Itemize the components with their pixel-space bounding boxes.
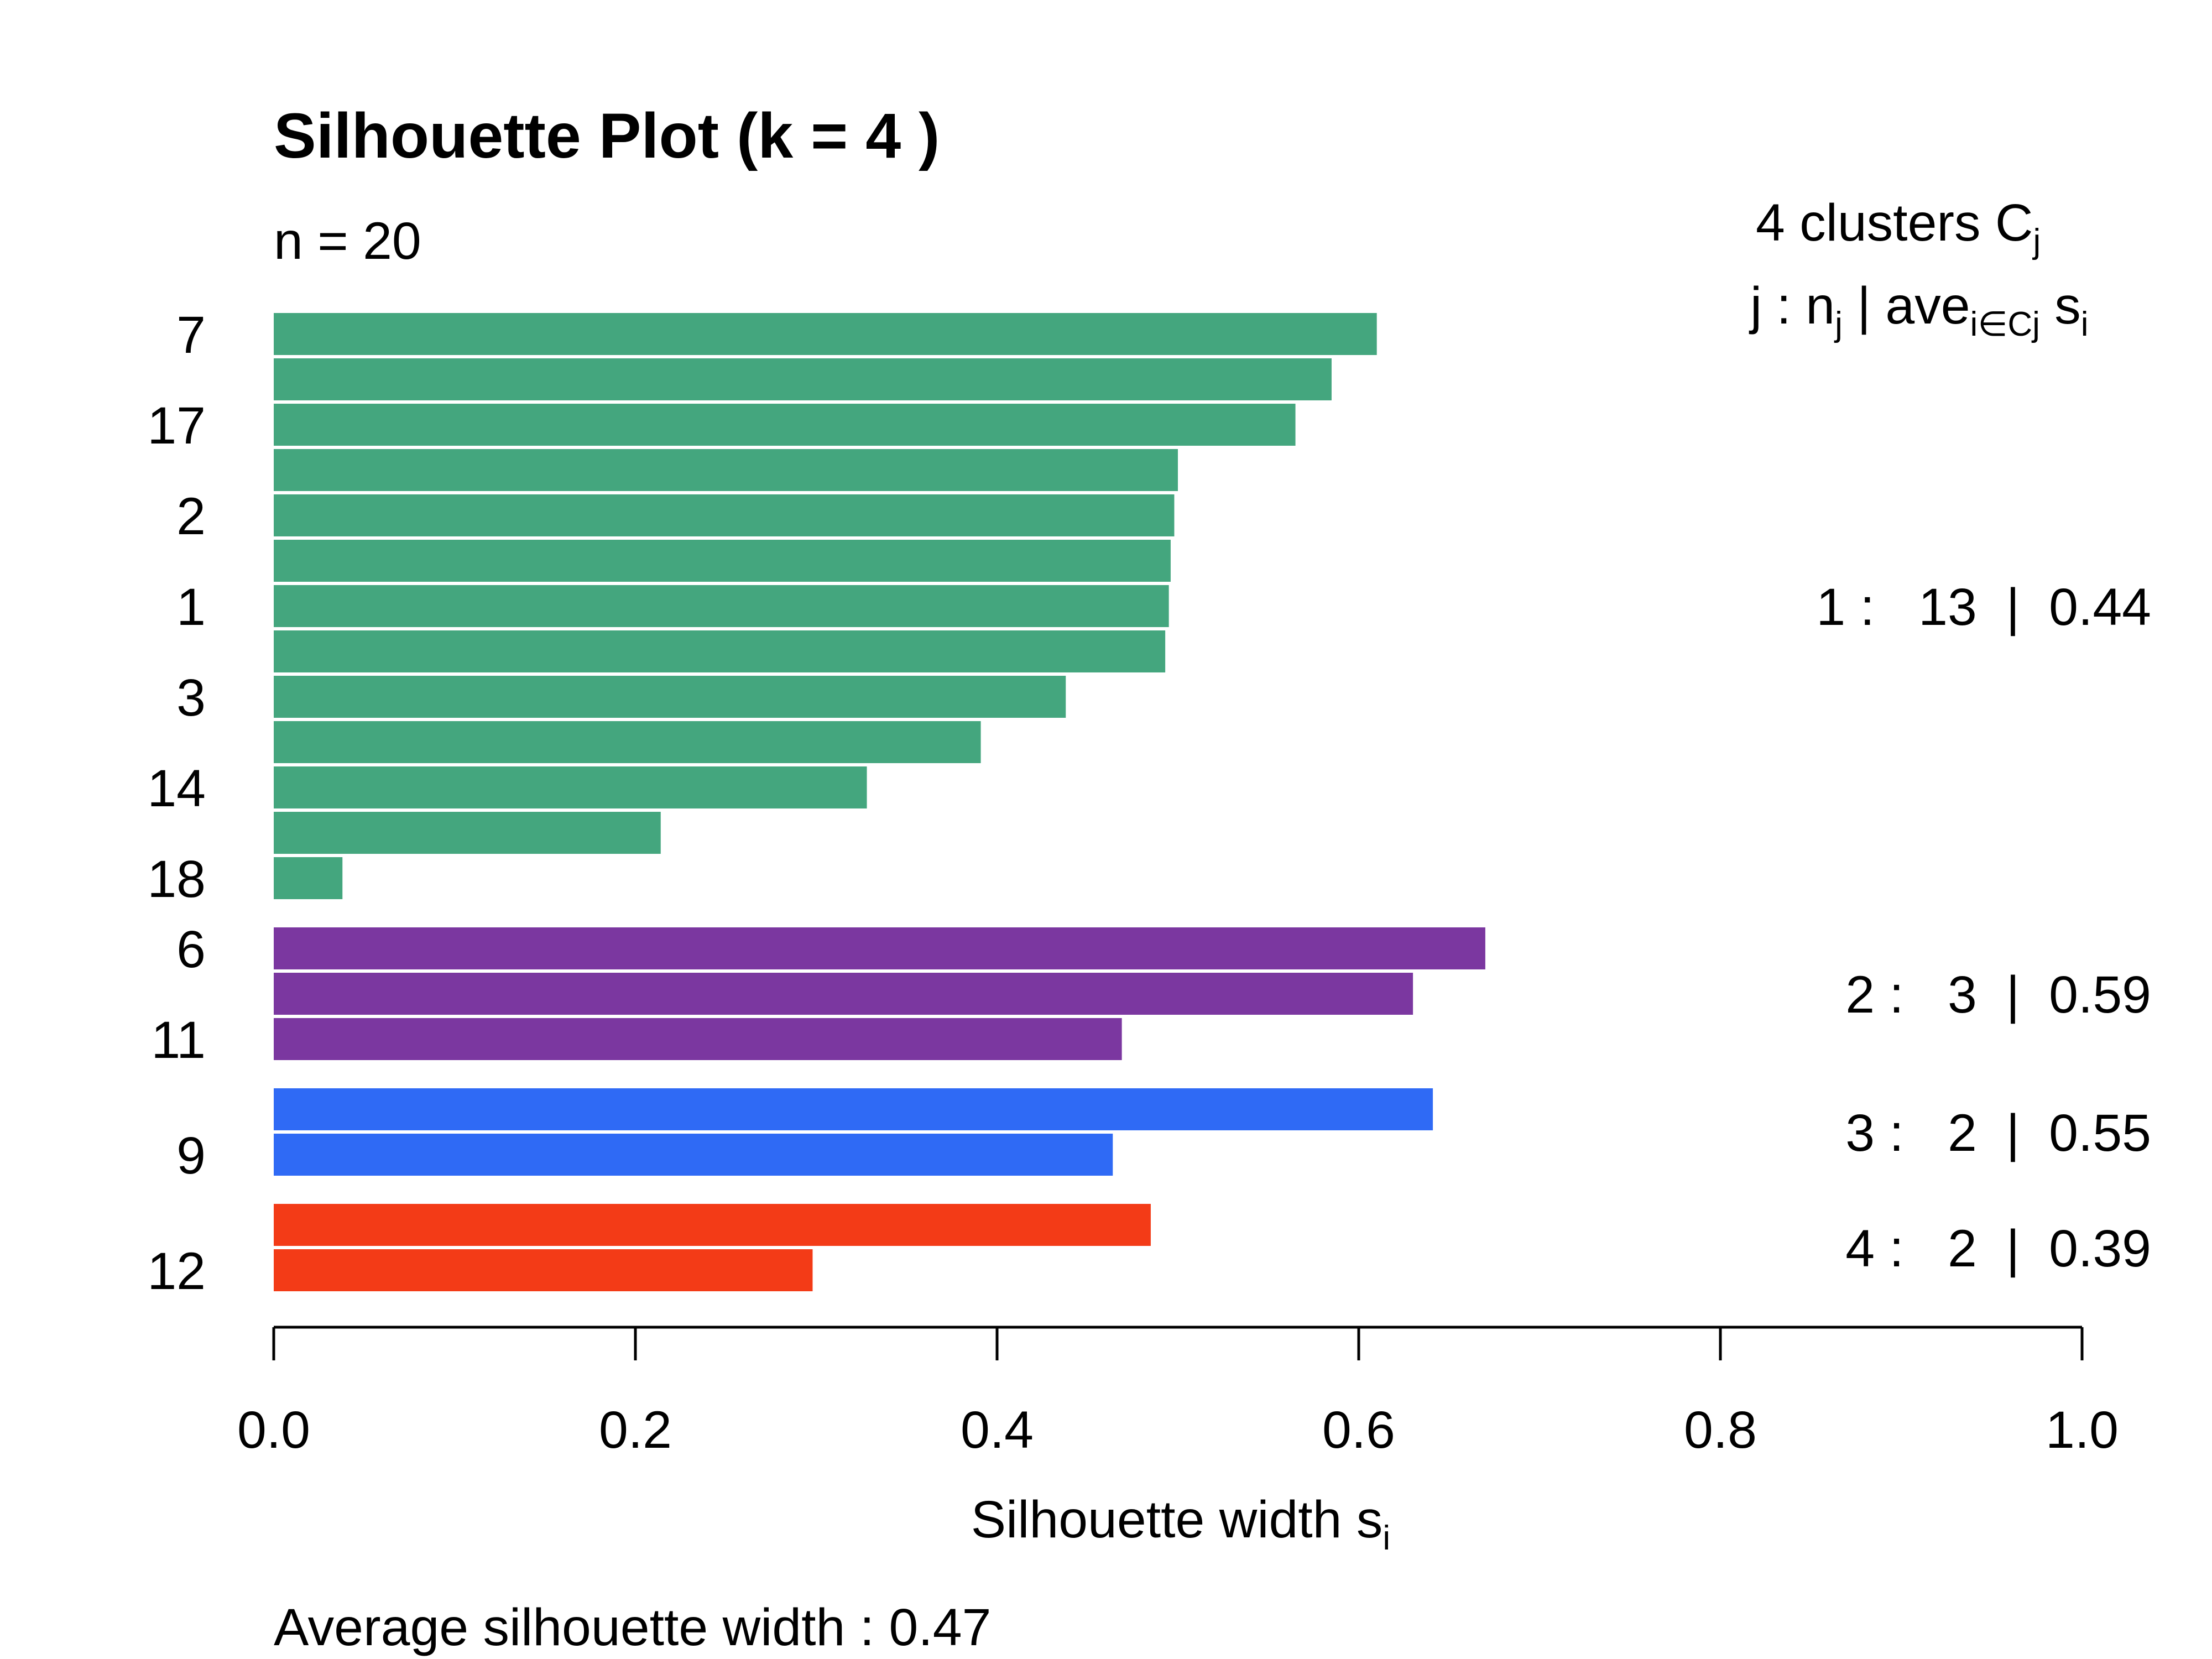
- bar-cluster-1-obs-8: [274, 630, 1166, 672]
- x-axis: 0.0 0.2 0.4 0.6 0.8 1.0: [237, 1326, 2119, 1459]
- x-axis-label: Silhouette width si: [971, 1490, 1390, 1557]
- observation-label: 7: [176, 306, 206, 364]
- x-tick-label: 1.0: [2046, 1401, 2119, 1459]
- bar-cluster-1-obs-6: [274, 540, 1171, 582]
- bar-cluster-2-obs-2: [274, 973, 1413, 1015]
- observation-label: 14: [147, 759, 206, 818]
- cluster-summary-3: 3 : 2 | 0.55: [1845, 1104, 2151, 1162]
- x-tick-label: 0.2: [599, 1401, 672, 1459]
- bar-cluster-1-obs-9: [274, 676, 1066, 718]
- bar-cluster-1-obs-4: [274, 449, 1178, 491]
- bar-cluster-1-obs-13: [274, 857, 343, 899]
- observation-label: 1: [176, 578, 206, 637]
- observation-label: 6: [176, 920, 206, 979]
- bar-cluster-3-obs-2: [274, 1134, 1113, 1176]
- bar-cluster-1-obs-3: [274, 404, 1296, 446]
- x-tick-label: 0.0: [237, 1401, 310, 1459]
- x-tick-label: 0.4: [961, 1401, 1034, 1459]
- bar-cluster-1-obs-11: [274, 766, 867, 808]
- observation-label: 3: [176, 669, 206, 727]
- observation-label: 2: [176, 487, 206, 546]
- bar-cluster-1-obs-5: [274, 494, 1175, 536]
- legend-header: 4 clusters Cj j : nj | avei∈Cj si: [1749, 194, 2089, 343]
- bar-cluster-1-obs-1: [274, 313, 1377, 355]
- cluster-summary-1: 1 : 13 | 0.44: [1816, 578, 2151, 637]
- legend-line-2: j : nj | avei∈Cj si: [1749, 276, 2089, 343]
- bars: [274, 313, 1485, 1291]
- observation-label: 11: [151, 1011, 206, 1070]
- observation-label: 18: [147, 850, 206, 909]
- observation-label: 17: [147, 397, 206, 455]
- chart-title: Silhouette Plot (k = 4 ): [274, 101, 940, 171]
- bar-cluster-1-obs-7: [274, 585, 1169, 627]
- legend-line-1: 4 clusters Cj: [1756, 194, 2041, 260]
- observation-label: 9: [176, 1126, 206, 1185]
- average-silhouette-width: Average silhouette width : 0.47: [274, 1598, 991, 1657]
- observation-labels: 7 17 2 1 3 14 18 6 11 9 12: [147, 306, 206, 1301]
- bar-cluster-1-obs-10: [274, 721, 981, 763]
- bar-cluster-1-obs-2: [274, 358, 1332, 400]
- cluster-summary-4: 4 : 2 | 0.39: [1845, 1219, 2151, 1278]
- x-tick-label: 0.6: [1322, 1401, 1395, 1459]
- bar-cluster-4-obs-2: [274, 1249, 813, 1291]
- bar-cluster-2-obs-1: [274, 927, 1485, 969]
- bar-cluster-1-obs-12: [274, 812, 661, 854]
- bar-cluster-4-obs-1: [274, 1204, 1151, 1246]
- bar-cluster-2-obs-3: [274, 1018, 1122, 1060]
- x-tick-label: 0.8: [1684, 1401, 1757, 1459]
- bar-cluster-3-obs-1: [274, 1088, 1433, 1130]
- observation-label: 12: [147, 1242, 206, 1301]
- sample-count: n = 20: [274, 212, 421, 270]
- cluster-summary-2: 2 : 3 | 0.59: [1845, 966, 2151, 1024]
- cluster-summaries: 1 : 13 | 0.44 2 : 3 | 0.59 3 : 2 | 0.55 4 :…: [1816, 578, 2151, 1278]
